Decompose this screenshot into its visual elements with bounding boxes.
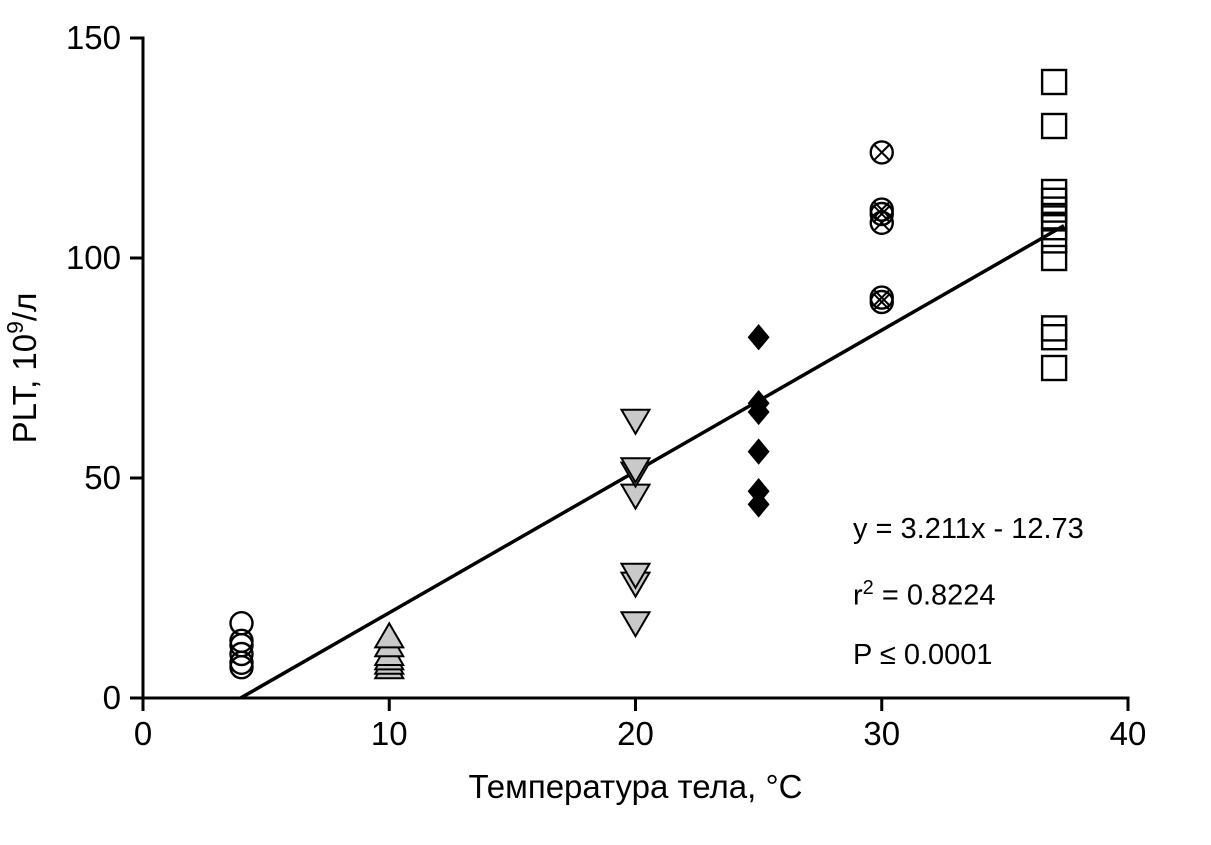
series-temp-37 <box>1040 68 1068 382</box>
y-tick-labels: 0 50 100 150 <box>66 19 143 716</box>
r-squared-base: r <box>853 579 863 612</box>
regression-annotation: y = 3.211x - 12.73 r2 = 0.8224 P ≤ 0.000… <box>853 500 1084 685</box>
x-tick-label: 0 <box>134 715 152 752</box>
x-tick-label: 30 <box>863 715 900 752</box>
series-temp-25 <box>747 324 770 518</box>
x-tick-labels: 0 10 20 30 40 <box>134 698 1147 752</box>
y-tick-label: 150 <box>66 19 121 56</box>
series-temp-4 <box>229 611 254 680</box>
x-tick-label: 10 <box>371 715 408 752</box>
series-temp-20 <box>619 408 652 639</box>
y-tick-label: 50 <box>84 459 121 496</box>
equation-text: y = 3.211x - 12.73 <box>853 513 1084 545</box>
series-temp-10 <box>373 621 405 680</box>
p-value-text: P ≤ 0.0001 <box>853 638 993 671</box>
series-temp-30 <box>869 140 894 315</box>
y-tick-label: 0 <box>103 679 121 716</box>
x-axis-label: Температура тела, °C <box>468 768 803 805</box>
r-squared-text: r2 = 0.8224 <box>853 559 1084 626</box>
r-squared-rest: = 0.8224 <box>873 579 996 612</box>
r-squared-sup: 2 <box>862 577 874 599</box>
y-tick-label: 100 <box>66 239 121 276</box>
x-tick-label: 20 <box>617 715 654 752</box>
x-tick-label: 40 <box>1110 715 1147 752</box>
y-axis-label: PLT, 109/л <box>2 293 43 444</box>
regression-line <box>239 224 1065 700</box>
